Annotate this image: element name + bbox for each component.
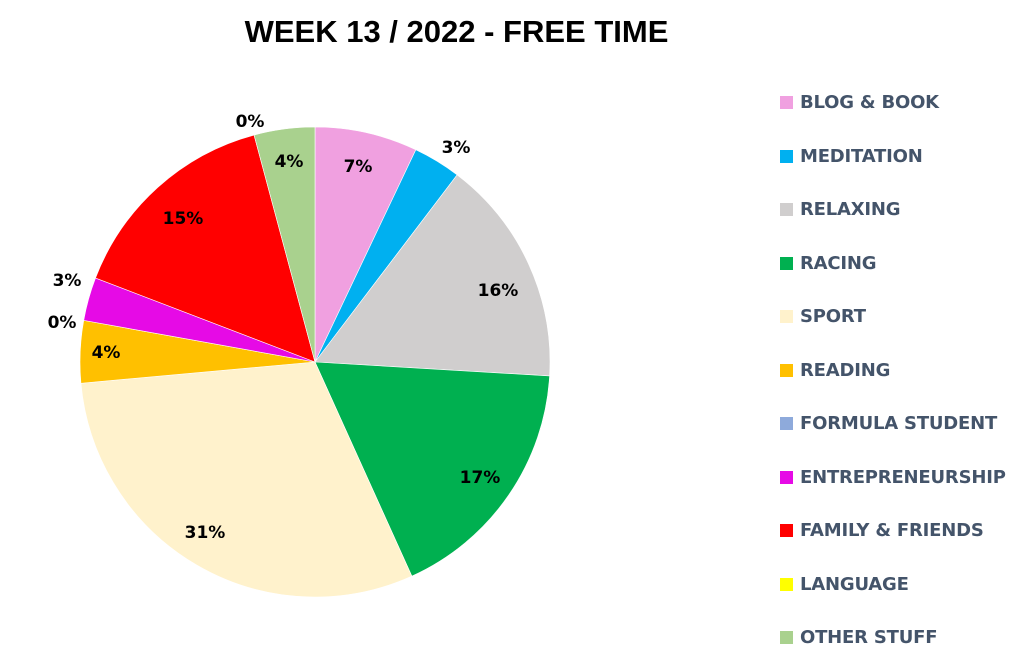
pie-slice-family-friends <box>95 134 316 363</box>
legend-swatch <box>780 310 793 324</box>
pie-slice-racing <box>314 361 550 577</box>
legend-label: RELAXING <box>800 199 901 221</box>
legend-swatch <box>780 524 793 538</box>
pie-slices <box>79 126 551 598</box>
legend-item: BLOG & BOOK <box>780 76 1006 130</box>
legend-swatch <box>780 417 793 431</box>
data-label-language: 0% <box>236 112 265 132</box>
legend-swatch <box>780 256 793 270</box>
legend-item: FAMILY & FRIENDS <box>780 504 1006 558</box>
legend-swatch <box>780 96 793 110</box>
legend-item: SPORT <box>780 290 1006 344</box>
legend-label: LANGUAGE <box>800 573 909 595</box>
data-label-family-friends: 15% <box>163 209 204 229</box>
data-label-formula-student: 0% <box>48 313 77 333</box>
legend-item: READING <box>780 344 1006 398</box>
legend-item: ENTREPRENEURSHIP <box>780 451 1006 505</box>
pie-labels: 7% 3% 16% 17% 31% 4% 0% 3% 15% 0% 4% <box>48 112 519 543</box>
data-label-racing: 17% <box>460 468 501 488</box>
pie-slice-relaxing <box>314 174 551 377</box>
legend-label: READING <box>800 359 891 381</box>
legend-label: BLOG & BOOK <box>800 92 939 114</box>
legend-item: FORMULA STUDENT <box>780 397 1006 451</box>
legend-swatch <box>780 577 793 591</box>
legend-label: FORMULA STUDENT <box>800 413 998 435</box>
legend: BLOG & BOOK MEDITATION RELAXING RACING SPORT… <box>780 76 1006 665</box>
legend-swatch <box>780 203 793 217</box>
legend-label: MEDITATION <box>800 145 923 167</box>
legend-item: OTHER STUFF <box>780 611 1006 665</box>
data-label-reading: 4% <box>92 343 121 363</box>
data-label-sport: 31% <box>185 523 226 543</box>
legend-label: FAMILY & FRIENDS <box>800 520 984 542</box>
legend-label: SPORT <box>800 306 866 328</box>
legend-swatch <box>780 149 793 163</box>
data-label-meditation: 3% <box>442 138 471 158</box>
legend-swatch <box>780 363 793 377</box>
legend-swatch <box>780 631 793 645</box>
data-label-other-stuff: 4% <box>275 152 304 172</box>
chart-title: WEEK 13 / 2022 - FREE TIME <box>244 14 669 49</box>
data-label-relaxing: 16% <box>478 281 519 301</box>
data-label-entrepreneurship: 3% <box>53 271 82 291</box>
legend-item: LANGUAGE <box>780 558 1006 612</box>
legend-label: RACING <box>800 252 877 274</box>
legend-item: RELAXING <box>780 183 1006 237</box>
pie-chart: 7% 3% 16% 17% 31% 4% 0% 3% 15% 0% 4% <box>48 112 551 598</box>
legend-item: MEDITATION <box>780 130 1006 184</box>
pie-slice-sport <box>80 361 413 598</box>
legend-item: RACING <box>780 237 1006 291</box>
legend-swatch <box>780 470 793 484</box>
pie-slice-other-stuff <box>253 126 316 363</box>
legend-label: OTHER STUFF <box>800 627 938 649</box>
data-label-blog-book: 7% <box>344 157 373 177</box>
legend-label: ENTREPRENEURSHIP <box>800 466 1006 488</box>
pie-slice-blog-book <box>314 126 417 363</box>
